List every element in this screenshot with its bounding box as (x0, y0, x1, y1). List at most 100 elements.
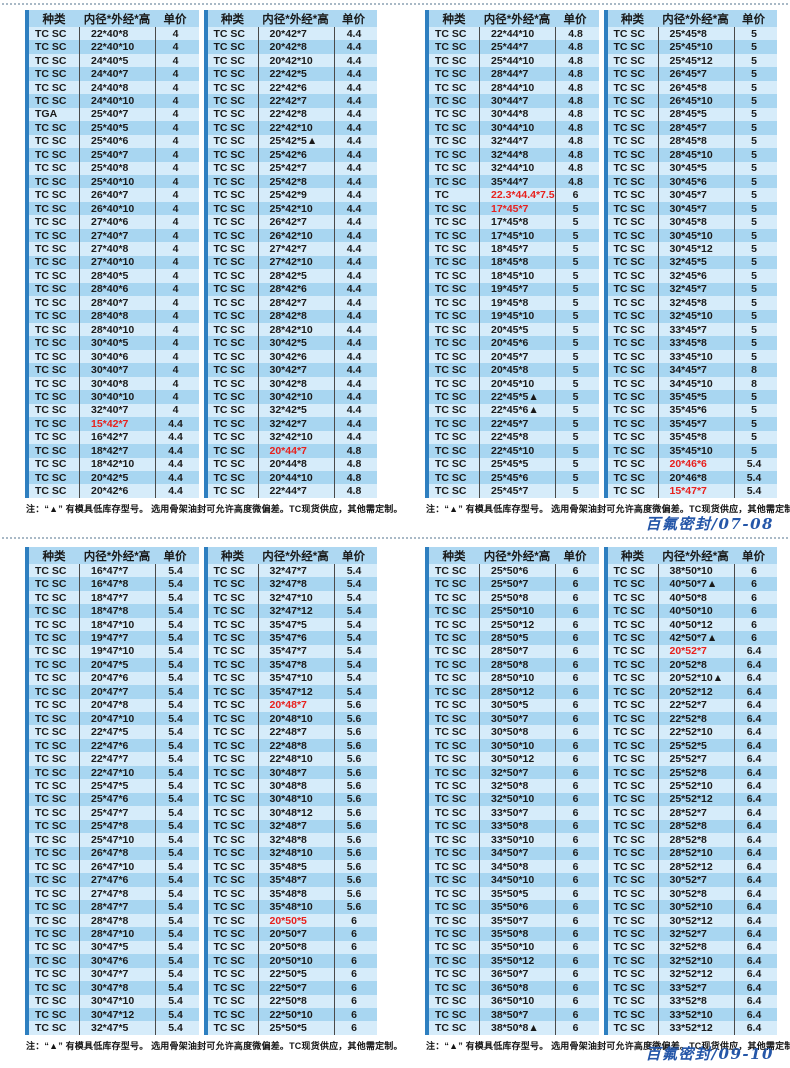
price-cell: 6.4 (733, 792, 774, 807)
table-row: TC SC 22*48*7 5.6 (207, 725, 377, 739)
size-cell: 40*50*7▲ (657, 577, 734, 591)
table-row: TC SC 28*47*8 5.4 (29, 913, 199, 928)
price-cell: 4.4 (333, 269, 374, 283)
table-row: TC SC 26*40*10 4 (29, 201, 199, 216)
type-cell: TC SC (213, 135, 246, 148)
table-row: TC SC 32*45*5 5 (607, 255, 777, 270)
table-row: TC SC 26*47*8 5.4 (29, 846, 199, 860)
column-header: 内径*外经*高 (262, 550, 329, 563)
price-cell: 4 (155, 403, 195, 418)
quadrant-bottom-left: 种类 内径*外经*高 单价 TC SC 16*47*7 5.4 TC SC 16*47*8 5.… (25, 547, 403, 1051)
size-cell: 25*42*10 (257, 201, 334, 216)
price-cell: 6 (555, 725, 595, 739)
price-cell: 4 (155, 242, 195, 256)
price-cell: 5.4 (155, 1021, 195, 1035)
type-cell: TC SC (213, 1008, 246, 1021)
type-cell: TC SC (613, 296, 646, 309)
size-cell: 38*50*7 (479, 1007, 555, 1022)
size-cell: 22*40*10 (79, 40, 155, 54)
type-cell: TC SC (613, 108, 646, 121)
type-cell: TC SC (35, 753, 67, 766)
quadrant-top-right: 种类 内径*外经*高 单价 TC SC 22*44*10 4.8 TC SC 25*44*7 4… (425, 10, 790, 514)
price-cell: 5.4 (155, 590, 195, 605)
size-cell: 32*42*5 (257, 403, 334, 418)
size-cell: 22*42*8 (257, 107, 334, 122)
price-cell: 4.4 (333, 336, 374, 350)
size-cell: 27*40*8 (79, 242, 155, 256)
price-cell: 6 (555, 1007, 595, 1022)
type-cell: TC SC (35, 605, 67, 618)
type-cell: TC SC (435, 323, 467, 336)
type-cell: TC SC (613, 901, 646, 914)
size-cell: 35*45*8 (657, 430, 734, 445)
type-cell: TC SC (213, 202, 246, 215)
type-cell: TC SC (613, 887, 646, 900)
type-cell: TC SC (435, 283, 467, 296)
price-cell: 6 (333, 967, 374, 982)
type-cell: TC SC (213, 485, 246, 498)
size-cell: 28*47*7 (79, 900, 155, 914)
table-row: TC SC 20*42*7 4.4 (207, 27, 377, 41)
type-cell: TC SC (35, 377, 67, 390)
size-cell: 27*40*10 (79, 255, 155, 270)
size-cell: 18*42*7 (79, 444, 155, 458)
size-cell: 30*45*8 (657, 215, 734, 229)
size-cell: 22*52*10 (657, 725, 734, 739)
size-cell: 28*42*7 (257, 296, 334, 310)
price-cell: 6.4 (733, 940, 774, 955)
price-cell: 6 (555, 806, 595, 820)
type-cell: TC SC (613, 404, 646, 417)
price-cell: 4.4 (333, 322, 374, 337)
table-row: TC SC 35*47*5 5.4 (207, 617, 377, 632)
size-cell: 33*45*10 (657, 349, 734, 364)
price-cell: 4.8 (555, 174, 595, 189)
price-cell: 6 (555, 981, 595, 995)
size-cell: 30*52*8 (657, 886, 734, 901)
table-row: TC SC 25*44*10 4.8 (429, 53, 599, 68)
size-cell: 20*42*6 (79, 484, 155, 498)
type-cell: TC SC (435, 54, 467, 67)
size-cell: 25*42*7 (257, 161, 334, 175)
price-cell: 5.6 (333, 819, 374, 834)
type-cell: TC SC (35, 350, 67, 363)
size-cell: 16*47*8 (79, 577, 155, 591)
table-row: TC SC 25*45*5 5 (429, 457, 599, 471)
table-row: TC SC 19*45*7 5 (429, 282, 599, 297)
price-cell: 4.4 (155, 444, 195, 458)
price-cell: 4 (155, 27, 195, 41)
price-cell: 6.4 (733, 765, 774, 780)
price-cell: 6 (333, 994, 374, 1008)
table-row: TC SC 32*45*10 5 (607, 309, 777, 323)
table-row: TC SC 35*50*12 6 (429, 954, 599, 968)
type-cell: TC SC (613, 242, 646, 255)
type-cell: TC SC (435, 296, 467, 309)
size-cell: 30*40*5 (79, 336, 155, 350)
table-row: TC SC 35*45*5 5 (607, 390, 777, 404)
size-cell: 25*40*7 (79, 148, 155, 162)
size-cell: 28*52*12 (657, 859, 734, 874)
column-header: 单价 (742, 550, 765, 563)
price-cell: 4 (155, 121, 195, 135)
type-cell: TC SC (35, 645, 67, 658)
size-cell: 20*47*8 (79, 698, 155, 712)
table-row: TC SC 33*45*7 5 (607, 322, 777, 337)
type-cell: TC SC (35, 458, 67, 471)
table-row: TC SC 25*47*7 5.4 (29, 806, 199, 820)
price-cell: 5.4 (155, 994, 195, 1008)
type-cell: TC SC (213, 364, 246, 377)
table-row: TC SC 34*45*7 8 (607, 363, 777, 377)
price-cell: 4 (155, 296, 195, 310)
table-row: TC SC 40*50*7▲ 6 (607, 577, 777, 591)
price-cell: 5.4 (155, 859, 195, 874)
size-cell: 35*50*12 (479, 954, 555, 968)
table-row: TC SC 25*45*7 5 (429, 484, 599, 498)
type-cell: TC SC (435, 901, 467, 914)
type-cell: TC SC (213, 726, 246, 739)
table-row: TC SC 25*50*10 6 (429, 604, 599, 618)
size-cell: 24*40*7 (79, 67, 155, 81)
size-cell: 20*47*6 (79, 671, 155, 686)
table-row: TC SC 26*42*10 4.4 (207, 228, 377, 243)
size-cell: 26*45*10 (657, 94, 734, 108)
size-cell: 25*50*6 (479, 564, 555, 578)
size-cell: 33*52*10 (657, 1007, 734, 1022)
